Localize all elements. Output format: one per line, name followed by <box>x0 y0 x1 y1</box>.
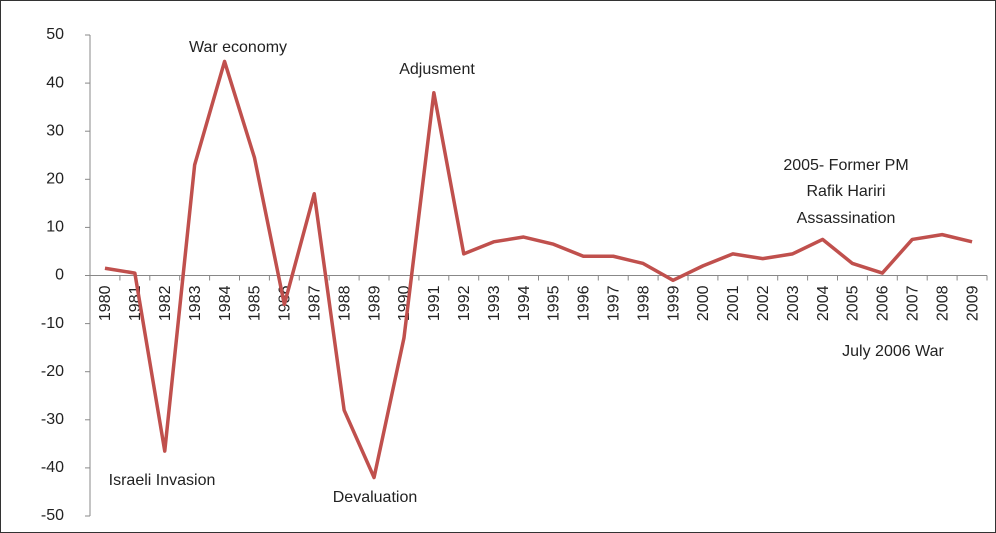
x-tick-label: 1991 <box>426 285 443 321</box>
y-tick-label: -30 <box>41 411 64 428</box>
x-tick-label: 2005 <box>845 285 862 321</box>
x-tick-label: 2009 <box>964 285 981 321</box>
annotation: War economy <box>189 39 287 56</box>
annotation: Rafik Hariri <box>806 183 885 200</box>
x-tick-label: 2007 <box>904 285 921 321</box>
x-tick-label: 2006 <box>875 285 892 321</box>
x-tick-label: 1989 <box>366 285 383 321</box>
x-tick-label: 1987 <box>306 285 323 321</box>
line <box>104 59 973 480</box>
x-tick-label: 1988 <box>336 285 353 321</box>
x-tick-label: 1994 <box>516 285 533 321</box>
y-tick-label: -50 <box>41 507 64 524</box>
y-tick-label: 30 <box>46 122 64 139</box>
annotation: Israeli Invasion <box>109 472 216 489</box>
x-tick-label: 2001 <box>725 285 742 321</box>
x-tick-label: 1985 <box>247 285 264 321</box>
annotation: Assassination <box>797 210 896 227</box>
x-tick-label: 1980 <box>97 285 114 321</box>
y-tick-label: -10 <box>41 315 64 332</box>
y-tick-label: 20 <box>46 171 64 188</box>
annotation: 2005- Former PM <box>783 157 908 174</box>
x-tick-label: 1984 <box>217 285 234 321</box>
x-tick-label: 1993 <box>486 285 503 321</box>
annotation: Adjusment <box>399 61 475 78</box>
x-tick-label: 1983 <box>187 285 204 321</box>
y-tick-label: -40 <box>41 459 64 476</box>
y-tick-label: 10 <box>46 219 64 236</box>
y-tick-label: -20 <box>41 363 64 380</box>
x-tick-label: 1995 <box>546 285 563 321</box>
x-tick-label: 1997 <box>605 285 622 321</box>
annotation: Devaluation <box>333 489 418 506</box>
y-tick-label: 50 <box>46 26 64 43</box>
x-tick-label: 2000 <box>695 285 712 321</box>
y-tick-label: 0 <box>55 267 64 284</box>
y-tick-label: 40 <box>46 74 64 91</box>
x-tick-label: 1992 <box>456 285 473 321</box>
x-tick-label: 2002 <box>755 285 772 321</box>
x-tick-label: 2004 <box>815 285 832 321</box>
annotation: July 2006 War <box>842 343 944 360</box>
x-tick-label: 2008 <box>934 285 951 321</box>
x-tick-label: 2003 <box>785 285 802 321</box>
x-tick-label: 1982 <box>157 285 174 321</box>
x-tick-label: 1999 <box>665 285 682 321</box>
x-tick-label: 1998 <box>635 285 652 321</box>
x-tick-label: 1996 <box>576 285 593 321</box>
